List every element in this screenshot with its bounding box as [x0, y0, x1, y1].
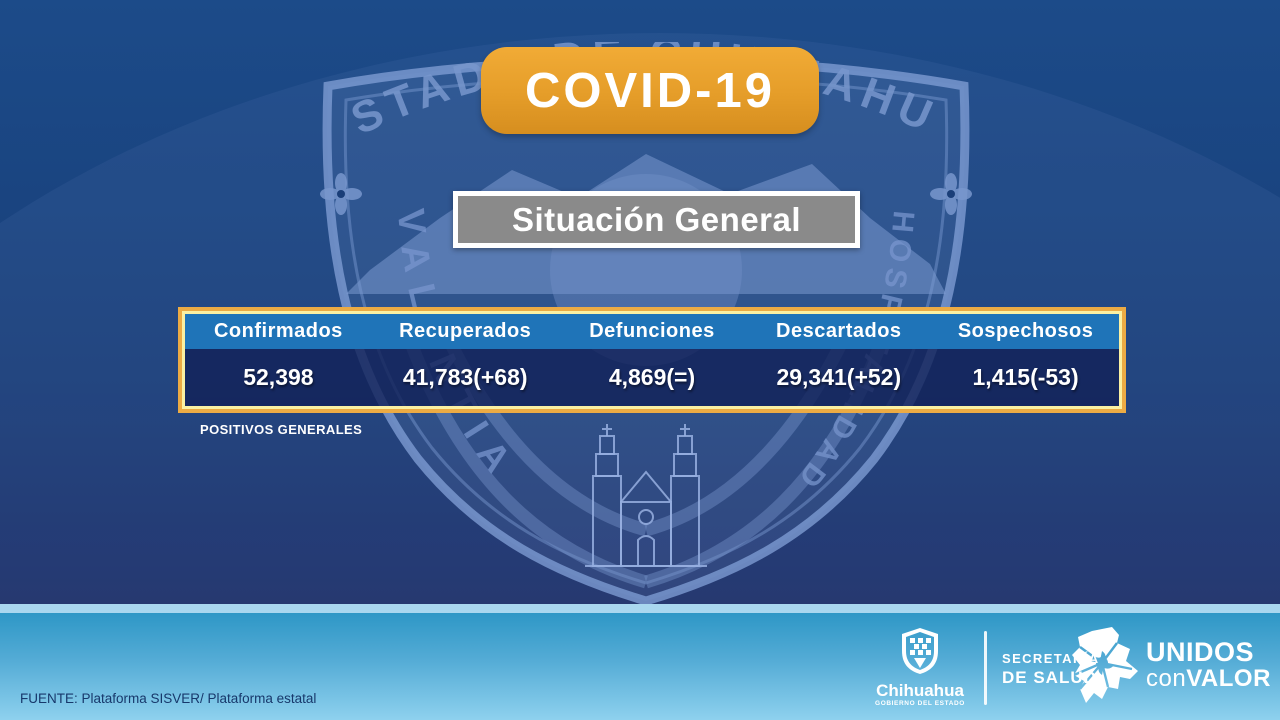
stats-value: 52,398	[243, 364, 314, 390]
campaign-word2-light: con	[1146, 665, 1187, 692]
stats-value-confirmados: 52,398	[185, 349, 372, 406]
stats-table: Confirmados Recuperados Defunciones Desc…	[178, 307, 1126, 413]
government-name: Chihuahua	[876, 681, 964, 700]
chihuahua-state-map-icon	[1072, 625, 1138, 705]
campaign-word1: UNIDOS	[1146, 637, 1255, 667]
crest-flower-right	[930, 173, 972, 215]
campaign-text: UNIDOS conVALOR	[1146, 639, 1271, 691]
stats-table-value-row: 52,398 41,783(+68) 4,869(=) 29,341(+52) …	[185, 349, 1119, 406]
chihuahua-shield-icon	[901, 627, 939, 675]
stats-header-descartados: Descartados	[745, 314, 932, 349]
stats-header-label: Descartados	[776, 320, 902, 342]
government-tagline: GOBIERNO DEL ESTADO	[875, 699, 965, 707]
footer-bar: FUENTE: Plataforma SISVER/ Plataforma es…	[0, 613, 1280, 720]
table-footnote: POSITIVOS GENERALES	[200, 422, 363, 437]
crest-flower-left	[320, 173, 362, 215]
stats-header-sospechosos: Sospechosos	[932, 314, 1119, 349]
footer-divider	[984, 631, 987, 705]
stats-value-descartados: 29,341(+52)	[745, 349, 932, 406]
stats-header-confirmados: Confirmados	[185, 314, 372, 349]
footer-accent-strip	[0, 604, 1280, 613]
stats-value-recuperados: 41,783(+68)	[372, 349, 559, 406]
covid19-badge-label: COVID-19	[524, 63, 775, 118]
campaign-word2: conVALOR	[1146, 667, 1271, 691]
stats-value: 1,415(-53)	[972, 364, 1079, 390]
stats-header-label: Defunciones	[589, 320, 715, 342]
stats-table-inner: Confirmados Recuperados Defunciones Desc…	[182, 311, 1122, 409]
source-text: FUENTE: Plataforma SISVER/ Plataforma es…	[20, 691, 317, 706]
stats-value: 4,869(=)	[608, 364, 696, 390]
stats-value: 29,341(+52)	[776, 364, 902, 390]
stats-value-defunciones: 4,869(=)	[559, 349, 746, 406]
stats-header-label: Sospechosos	[957, 320, 1094, 342]
stats-value-sospechosos: 1,415(-53)	[932, 349, 1119, 406]
chihuahua-government-logo: Chihuahua GOBIERNO DEL ESTADO	[872, 627, 968, 707]
stats-table-header-row: Confirmados Recuperados Defunciones Desc…	[185, 314, 1119, 349]
unidos-con-valor-logo: UNIDOS conVALOR	[1072, 625, 1271, 705]
crest-cathedral	[585, 424, 707, 567]
stats-value: 41,783(+68)	[402, 364, 528, 390]
stats-header-recuperados: Recuperados	[372, 314, 559, 349]
section-title-plate: Situación General	[453, 191, 860, 248]
campaign-word2-bold: VALOR	[1186, 665, 1271, 692]
stats-header-label: Recuperados	[399, 320, 532, 342]
section-title-label: Situación General	[511, 200, 802, 238]
stats-header-label: Confirmados	[213, 320, 343, 342]
covid19-badge: COVID-19	[481, 47, 819, 134]
stats-header-defunciones: Defunciones	[559, 314, 746, 349]
